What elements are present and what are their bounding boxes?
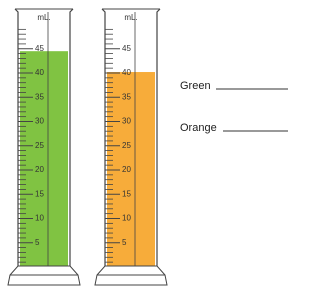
scale-label: 30	[35, 117, 44, 126]
answer-label: Orange	[180, 122, 217, 134]
diagram: Green Orange mL. 5 10 15 20 25 30 35 40 45 mL. 5 10 1…	[0, 0, 292, 289]
scale-label: 15	[35, 189, 44, 198]
scale-label: 5	[122, 238, 127, 247]
liquid	[20, 51, 68, 266]
scale-label: 10	[35, 214, 44, 223]
scale-label: 25	[35, 141, 44, 150]
unit-label: mL.	[37, 13, 50, 22]
scale-label: 10	[122, 214, 131, 223]
unit-label: mL.	[124, 13, 137, 22]
scale-label: 45	[35, 44, 44, 53]
answer-label: Green	[180, 80, 211, 92]
scale-label: 40	[122, 68, 131, 77]
liquid	[107, 72, 155, 266]
scale-label: 20	[122, 165, 131, 174]
scale-label: 25	[122, 141, 131, 150]
cylinder-base	[8, 266, 80, 285]
page: {"cylinders": [ {"unit": "mL.", "level":…	[0, 0, 320, 289]
scale-label: 20	[35, 165, 44, 174]
cylinder-base	[95, 266, 167, 285]
scale-label: 15	[122, 189, 131, 198]
scale-label: 40	[35, 68, 44, 77]
scale-label: 5	[35, 238, 40, 247]
scale-label: 45	[122, 44, 131, 53]
scale-label: 30	[122, 117, 131, 126]
scale-label: 35	[35, 92, 44, 101]
scale-label: 35	[122, 92, 131, 101]
